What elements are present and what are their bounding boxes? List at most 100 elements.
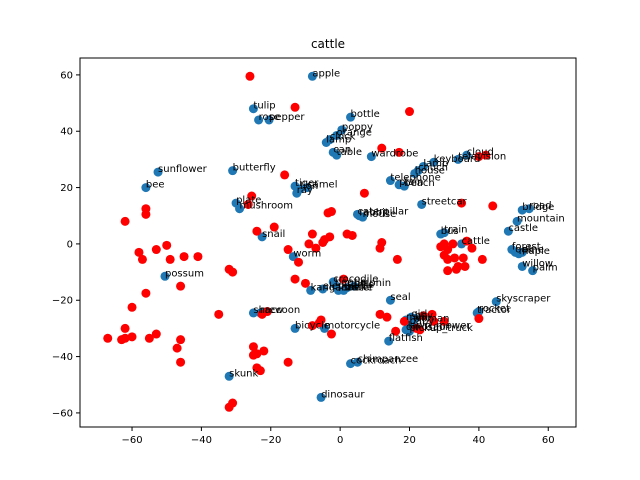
unlabeled-point bbox=[283, 357, 293, 367]
point-label: kangaroo bbox=[311, 282, 358, 293]
unlabeled-point bbox=[224, 402, 234, 412]
unlabeled-point bbox=[311, 243, 321, 253]
unlabeled-point bbox=[375, 309, 385, 319]
point-label: possum bbox=[165, 268, 204, 279]
labeled-point bbox=[141, 183, 151, 193]
unlabeled-point bbox=[262, 307, 272, 317]
unlabeled-point bbox=[392, 254, 402, 264]
labeled-point bbox=[354, 211, 364, 221]
unlabeled-point bbox=[259, 346, 269, 356]
point-label: chimpanzee bbox=[357, 354, 418, 365]
point-label: rocket bbox=[479, 304, 510, 315]
unlabeled-point bbox=[179, 252, 189, 262]
point-label: baby bbox=[410, 316, 435, 327]
point-label: maple bbox=[519, 246, 550, 257]
unlabeled-point bbox=[243, 199, 253, 209]
point-label: bottle bbox=[351, 109, 380, 120]
unlabeled-point bbox=[151, 329, 161, 339]
unlabeled-point bbox=[120, 323, 130, 333]
y-tick-label: 40 bbox=[60, 127, 73, 138]
point-label: bridge bbox=[522, 202, 554, 213]
point-label: lion bbox=[300, 181, 318, 192]
labeled-point bbox=[524, 204, 534, 214]
unlabeled-point bbox=[382, 312, 392, 322]
point-label: lawn_mower bbox=[408, 320, 472, 331]
unlabeled-point bbox=[255, 366, 265, 376]
unlabeled-point bbox=[391, 326, 401, 336]
chart-axes: −60 −40 −20 0 20 40 60 −60 −40 −20 0 20 40 60 bbox=[52, 57, 577, 446]
unlabeled-point bbox=[141, 288, 151, 298]
unlabeled-point bbox=[172, 343, 182, 353]
labeled-point bbox=[153, 167, 163, 177]
x-tick-label: −20 bbox=[260, 435, 281, 446]
point-label: snail bbox=[262, 229, 285, 240]
point-label: road bbox=[529, 201, 552, 212]
labeled-point bbox=[321, 138, 331, 148]
point-label: table bbox=[337, 147, 362, 158]
point-label: worm bbox=[293, 249, 321, 260]
labeled-point bbox=[429, 157, 439, 167]
unlabeled-point bbox=[477, 254, 487, 264]
y-tick-label: 0 bbox=[67, 239, 73, 250]
labeled-point bbox=[410, 168, 420, 178]
point-label: can bbox=[333, 144, 351, 155]
point-label: pickup_truck bbox=[410, 323, 474, 334]
unlabeled-point bbox=[176, 335, 186, 345]
point-label: cattle bbox=[462, 236, 490, 247]
unlabeled-point bbox=[117, 335, 127, 345]
unlabeled-point bbox=[127, 332, 137, 342]
unlabeled-point bbox=[176, 281, 186, 291]
labeled-point bbox=[349, 281, 359, 291]
unlabeled-point bbox=[269, 222, 279, 232]
y-tick-label: −60 bbox=[52, 408, 73, 419]
y-tick-label: −40 bbox=[52, 352, 73, 363]
unlabeled-point bbox=[141, 209, 151, 219]
unlabeled-point bbox=[228, 267, 238, 277]
unlabeled-point bbox=[467, 243, 477, 253]
point-label: elephant bbox=[323, 281, 367, 292]
unlabeled-point bbox=[457, 198, 467, 208]
x-tick-label: −60 bbox=[121, 435, 142, 446]
labeled-point bbox=[318, 284, 328, 294]
point-label: lamp bbox=[326, 135, 351, 146]
point-label: plate bbox=[236, 195, 261, 206]
unlabeled-point bbox=[307, 321, 317, 331]
labeled-point bbox=[346, 359, 356, 369]
labeled-point bbox=[307, 71, 317, 81]
point-label: mouse bbox=[363, 209, 397, 220]
point-label: sunflower bbox=[158, 164, 208, 175]
point-label: tractor bbox=[477, 305, 512, 316]
point-label: motorcycle bbox=[325, 320, 381, 331]
unlabeled-point bbox=[377, 143, 387, 153]
point-label: streetcar bbox=[422, 196, 468, 207]
point-label: oak bbox=[515, 244, 533, 255]
unlabeled-point bbox=[252, 226, 262, 236]
unlabeled-point bbox=[418, 311, 428, 321]
labeled-point bbox=[517, 261, 527, 271]
unlabeled-point bbox=[120, 216, 130, 226]
unlabeled-point bbox=[462, 236, 472, 246]
point-label: telephone bbox=[390, 173, 440, 184]
unlabeled-point bbox=[304, 239, 314, 249]
labeled-point bbox=[254, 115, 264, 125]
unlabeled-point bbox=[176, 357, 186, 367]
point-label: willow bbox=[522, 258, 553, 269]
labeled-point bbox=[403, 323, 413, 333]
unlabeled-point bbox=[165, 254, 175, 264]
unlabeled-point bbox=[127, 302, 137, 312]
point-label: palm bbox=[533, 263, 558, 274]
unlabeled-point bbox=[103, 333, 113, 343]
unlabeled-point bbox=[347, 230, 357, 240]
labeled-point bbox=[366, 152, 376, 162]
x-tick-label: 60 bbox=[542, 435, 555, 446]
unlabeled-point bbox=[427, 309, 437, 319]
unlabeled-point bbox=[280, 170, 290, 180]
point-label: woman bbox=[413, 313, 450, 324]
point-label: keyboard bbox=[434, 154, 480, 165]
labeled-point bbox=[224, 371, 234, 381]
unlabeled-point bbox=[290, 102, 300, 112]
unlabeled-point bbox=[314, 318, 324, 328]
unlabeled-point bbox=[443, 266, 453, 276]
unlabeled-point bbox=[151, 245, 161, 255]
unlabeled-point bbox=[193, 252, 203, 262]
